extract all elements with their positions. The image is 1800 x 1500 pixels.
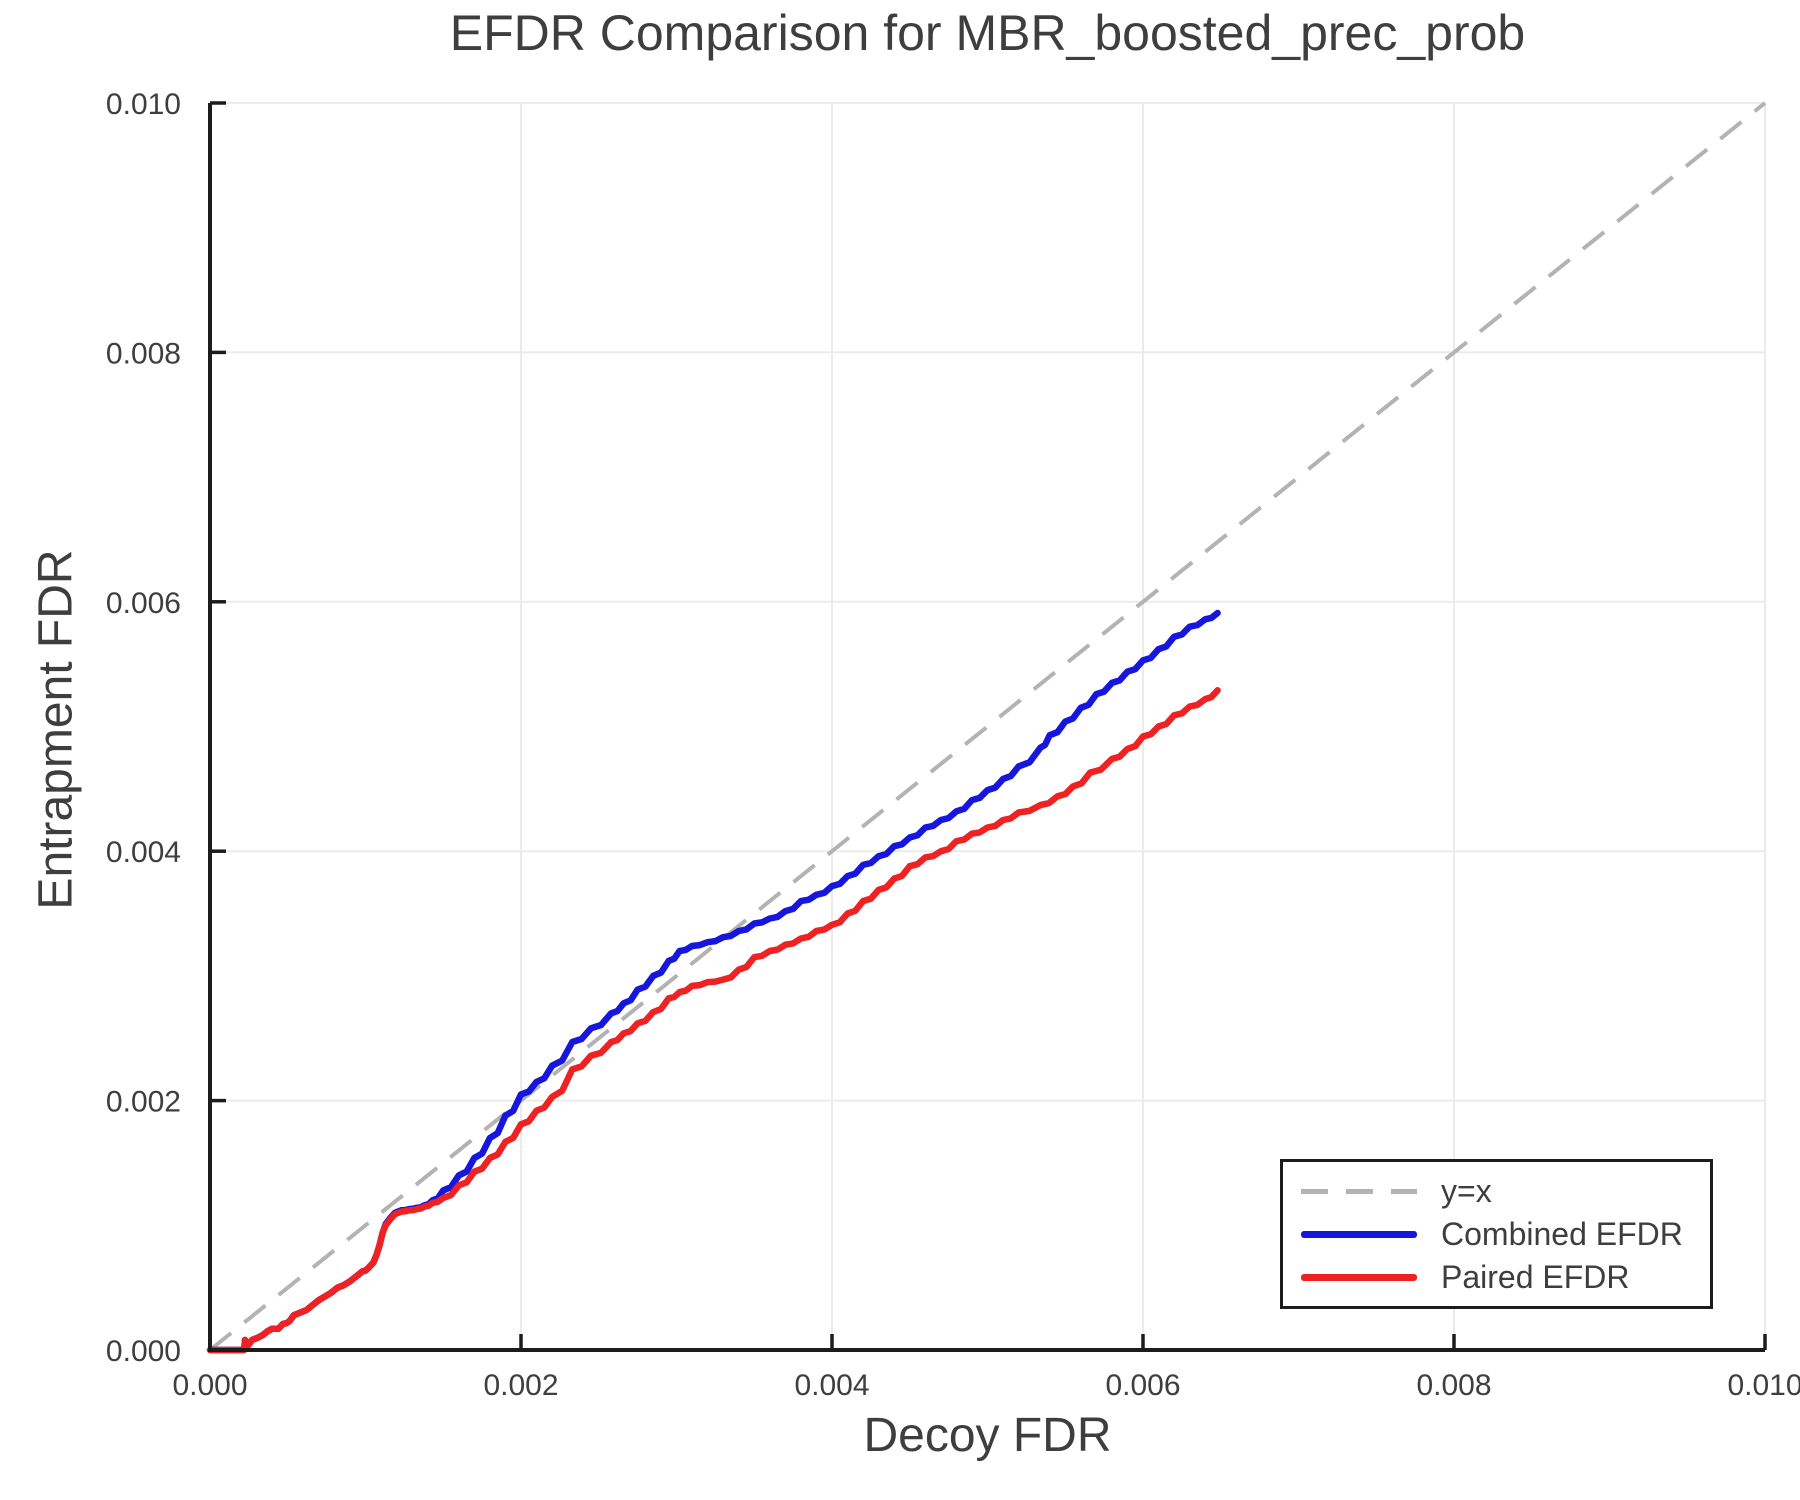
y-tick-label: 0.004 (106, 836, 181, 869)
legend-line-sample (1301, 1230, 1417, 1238)
legend-item-label: Combined EFDR (1441, 1216, 1683, 1252)
legend-item-paired-efdr: Paired EFDR (1301, 1260, 1710, 1294)
y-tick-label: 0.006 (106, 587, 181, 620)
x-tick-label: 0.002 (483, 1369, 558, 1402)
reference-line (208, 101, 1767, 1352)
y-tick-label: 0.000 (106, 1335, 181, 1368)
legend-item-combined-efdr: Combined EFDR (1301, 1217, 1710, 1251)
y-tick-label: 0.002 (106, 1086, 181, 1119)
x-tick-label: 0.010 (1727, 1369, 1800, 1402)
x-tick-label: 0.008 (1416, 1369, 1491, 1402)
y-axis-label: Entrapment FDR (29, 549, 83, 910)
x-tick-label: 0.006 (1105, 1369, 1180, 1402)
legend-item-label: y=x (1441, 1173, 1492, 1209)
legend-line-sample (1301, 1273, 1417, 1281)
legend: y=x Combined EFDR Paired EFDR (1280, 1159, 1713, 1309)
legend-dashed-line-sample (1301, 1188, 1417, 1194)
x-tick-label: 0.004 (794, 1369, 869, 1402)
legend-item-label: Paired EFDR (1441, 1259, 1630, 1295)
x-tick-label: 0.000 (172, 1369, 247, 1402)
x-axis-label: Decoy FDR (863, 1409, 1112, 1462)
legend-item-y-x: y=x (1301, 1174, 1710, 1208)
series-paired-efdr-line (206, 687, 1221, 1354)
chart-title: EFDR Comparison for MBR_boosted_prec_pro… (449, 5, 1526, 61)
y-tick-label: 0.008 (106, 337, 181, 370)
y-tick-label: 0.010 (106, 88, 181, 121)
